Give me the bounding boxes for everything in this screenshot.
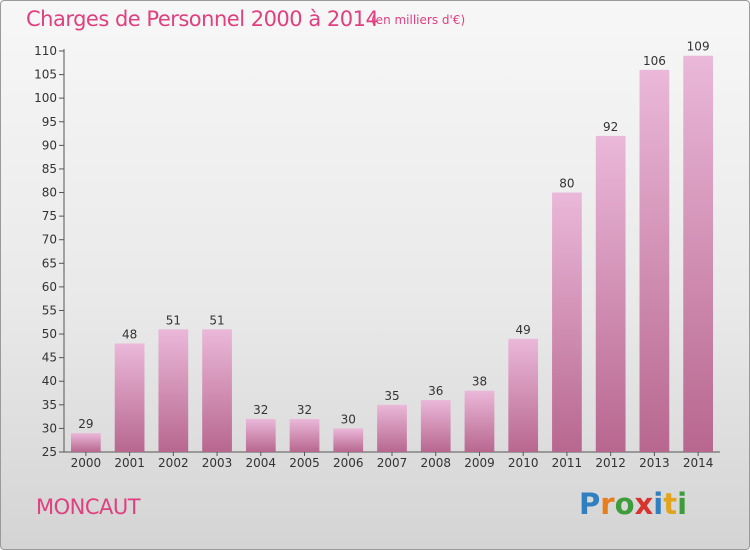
data-label: 49 xyxy=(516,323,531,337)
bar xyxy=(595,135,626,452)
x-tick-label: 2007 xyxy=(377,456,408,470)
data-label: 30 xyxy=(341,412,356,426)
logo-letter: i xyxy=(653,487,664,521)
logo-letter: P xyxy=(579,487,601,521)
bar xyxy=(245,418,276,452)
bar xyxy=(333,428,364,452)
data-label: 51 xyxy=(166,313,181,327)
bar xyxy=(70,433,101,452)
bar xyxy=(158,329,189,452)
logo-letter: o xyxy=(614,487,635,521)
x-tick-label: 2013 xyxy=(639,456,670,470)
city-name: MONCAUT xyxy=(36,495,141,519)
y-tick-label: 110 xyxy=(34,44,57,58)
bar xyxy=(114,343,145,452)
logo-letter: x xyxy=(634,487,654,521)
data-label: 35 xyxy=(384,389,399,403)
y-tick-label: 105 xyxy=(34,68,57,82)
data-label: 92 xyxy=(603,120,618,134)
bar xyxy=(508,338,539,452)
chart-title: Charges de Personnel 2000 à 2014 xyxy=(26,7,379,31)
x-tick-label: 2014 xyxy=(683,456,714,470)
x-tick-label: 2012 xyxy=(595,456,626,470)
y-tick-label: 90 xyxy=(42,138,57,152)
y-tick-label: 50 xyxy=(42,327,57,341)
data-label: 80 xyxy=(559,177,574,191)
x-tick-label: 2000 xyxy=(71,456,102,470)
data-label: 32 xyxy=(253,403,268,417)
x-tick-label: 2001 xyxy=(114,456,145,470)
x-tick-label: 2009 xyxy=(464,456,495,470)
y-tick-label: 40 xyxy=(42,374,57,388)
y-tick-label: 25 xyxy=(42,445,57,459)
bar xyxy=(377,404,407,452)
y-tick-label: 80 xyxy=(42,186,57,200)
y-tick-label: 85 xyxy=(42,162,57,176)
y-tick-label: 45 xyxy=(42,351,57,365)
x-tick-label: 2004 xyxy=(246,456,277,470)
data-label: 106 xyxy=(643,54,666,68)
bar xyxy=(202,329,232,452)
bar xyxy=(552,192,582,452)
x-tick-label: 2003 xyxy=(202,456,233,470)
logo-letter: i xyxy=(677,487,688,521)
logo-letter: r xyxy=(600,487,615,521)
x-tick-label: 2005 xyxy=(289,456,320,470)
y-tick-label: 55 xyxy=(42,303,57,317)
x-tick-label: 2008 xyxy=(420,456,451,470)
data-label: 32 xyxy=(297,403,312,417)
y-tick-label: 75 xyxy=(42,209,57,223)
y-tick-label: 70 xyxy=(42,233,57,247)
x-tick-label: 2002 xyxy=(158,456,189,470)
bars xyxy=(70,55,714,452)
logo-letter: t xyxy=(663,487,678,521)
axes: 25 30 35 40 45 50 55 60 65 70 75 80 85 90 95 100 105 110 2… xyxy=(34,44,720,470)
data-label: 29 xyxy=(78,417,93,431)
bar xyxy=(464,390,495,452)
bar xyxy=(639,69,670,452)
y-tick-label: 35 xyxy=(42,398,57,412)
data-label: 48 xyxy=(122,327,137,341)
data-labels: 29 48 51 51 32 32 30 35 36 38 49 80 92 106 109 xyxy=(78,40,709,431)
data-label: 38 xyxy=(472,375,487,389)
y-tick-label: 95 xyxy=(42,115,57,129)
bar xyxy=(683,55,714,452)
chart-unit: (en milliers d'€) xyxy=(371,13,466,27)
bar xyxy=(289,418,320,452)
y-tick-label: 30 xyxy=(42,421,57,435)
y-tick-label: 60 xyxy=(42,280,57,294)
proxiti-logo[interactable]: Proxiti xyxy=(579,487,687,521)
x-tick-label: 2011 xyxy=(552,456,583,470)
data-label: 109 xyxy=(687,40,710,54)
data-label: 51 xyxy=(209,313,224,327)
x-tick-label: 2006 xyxy=(333,456,364,470)
data-label: 36 xyxy=(428,384,443,398)
y-tick-label: 100 xyxy=(34,91,57,105)
x-tick-label: 2010 xyxy=(508,456,539,470)
bar xyxy=(420,400,451,452)
y-tick-label: 65 xyxy=(42,256,57,270)
